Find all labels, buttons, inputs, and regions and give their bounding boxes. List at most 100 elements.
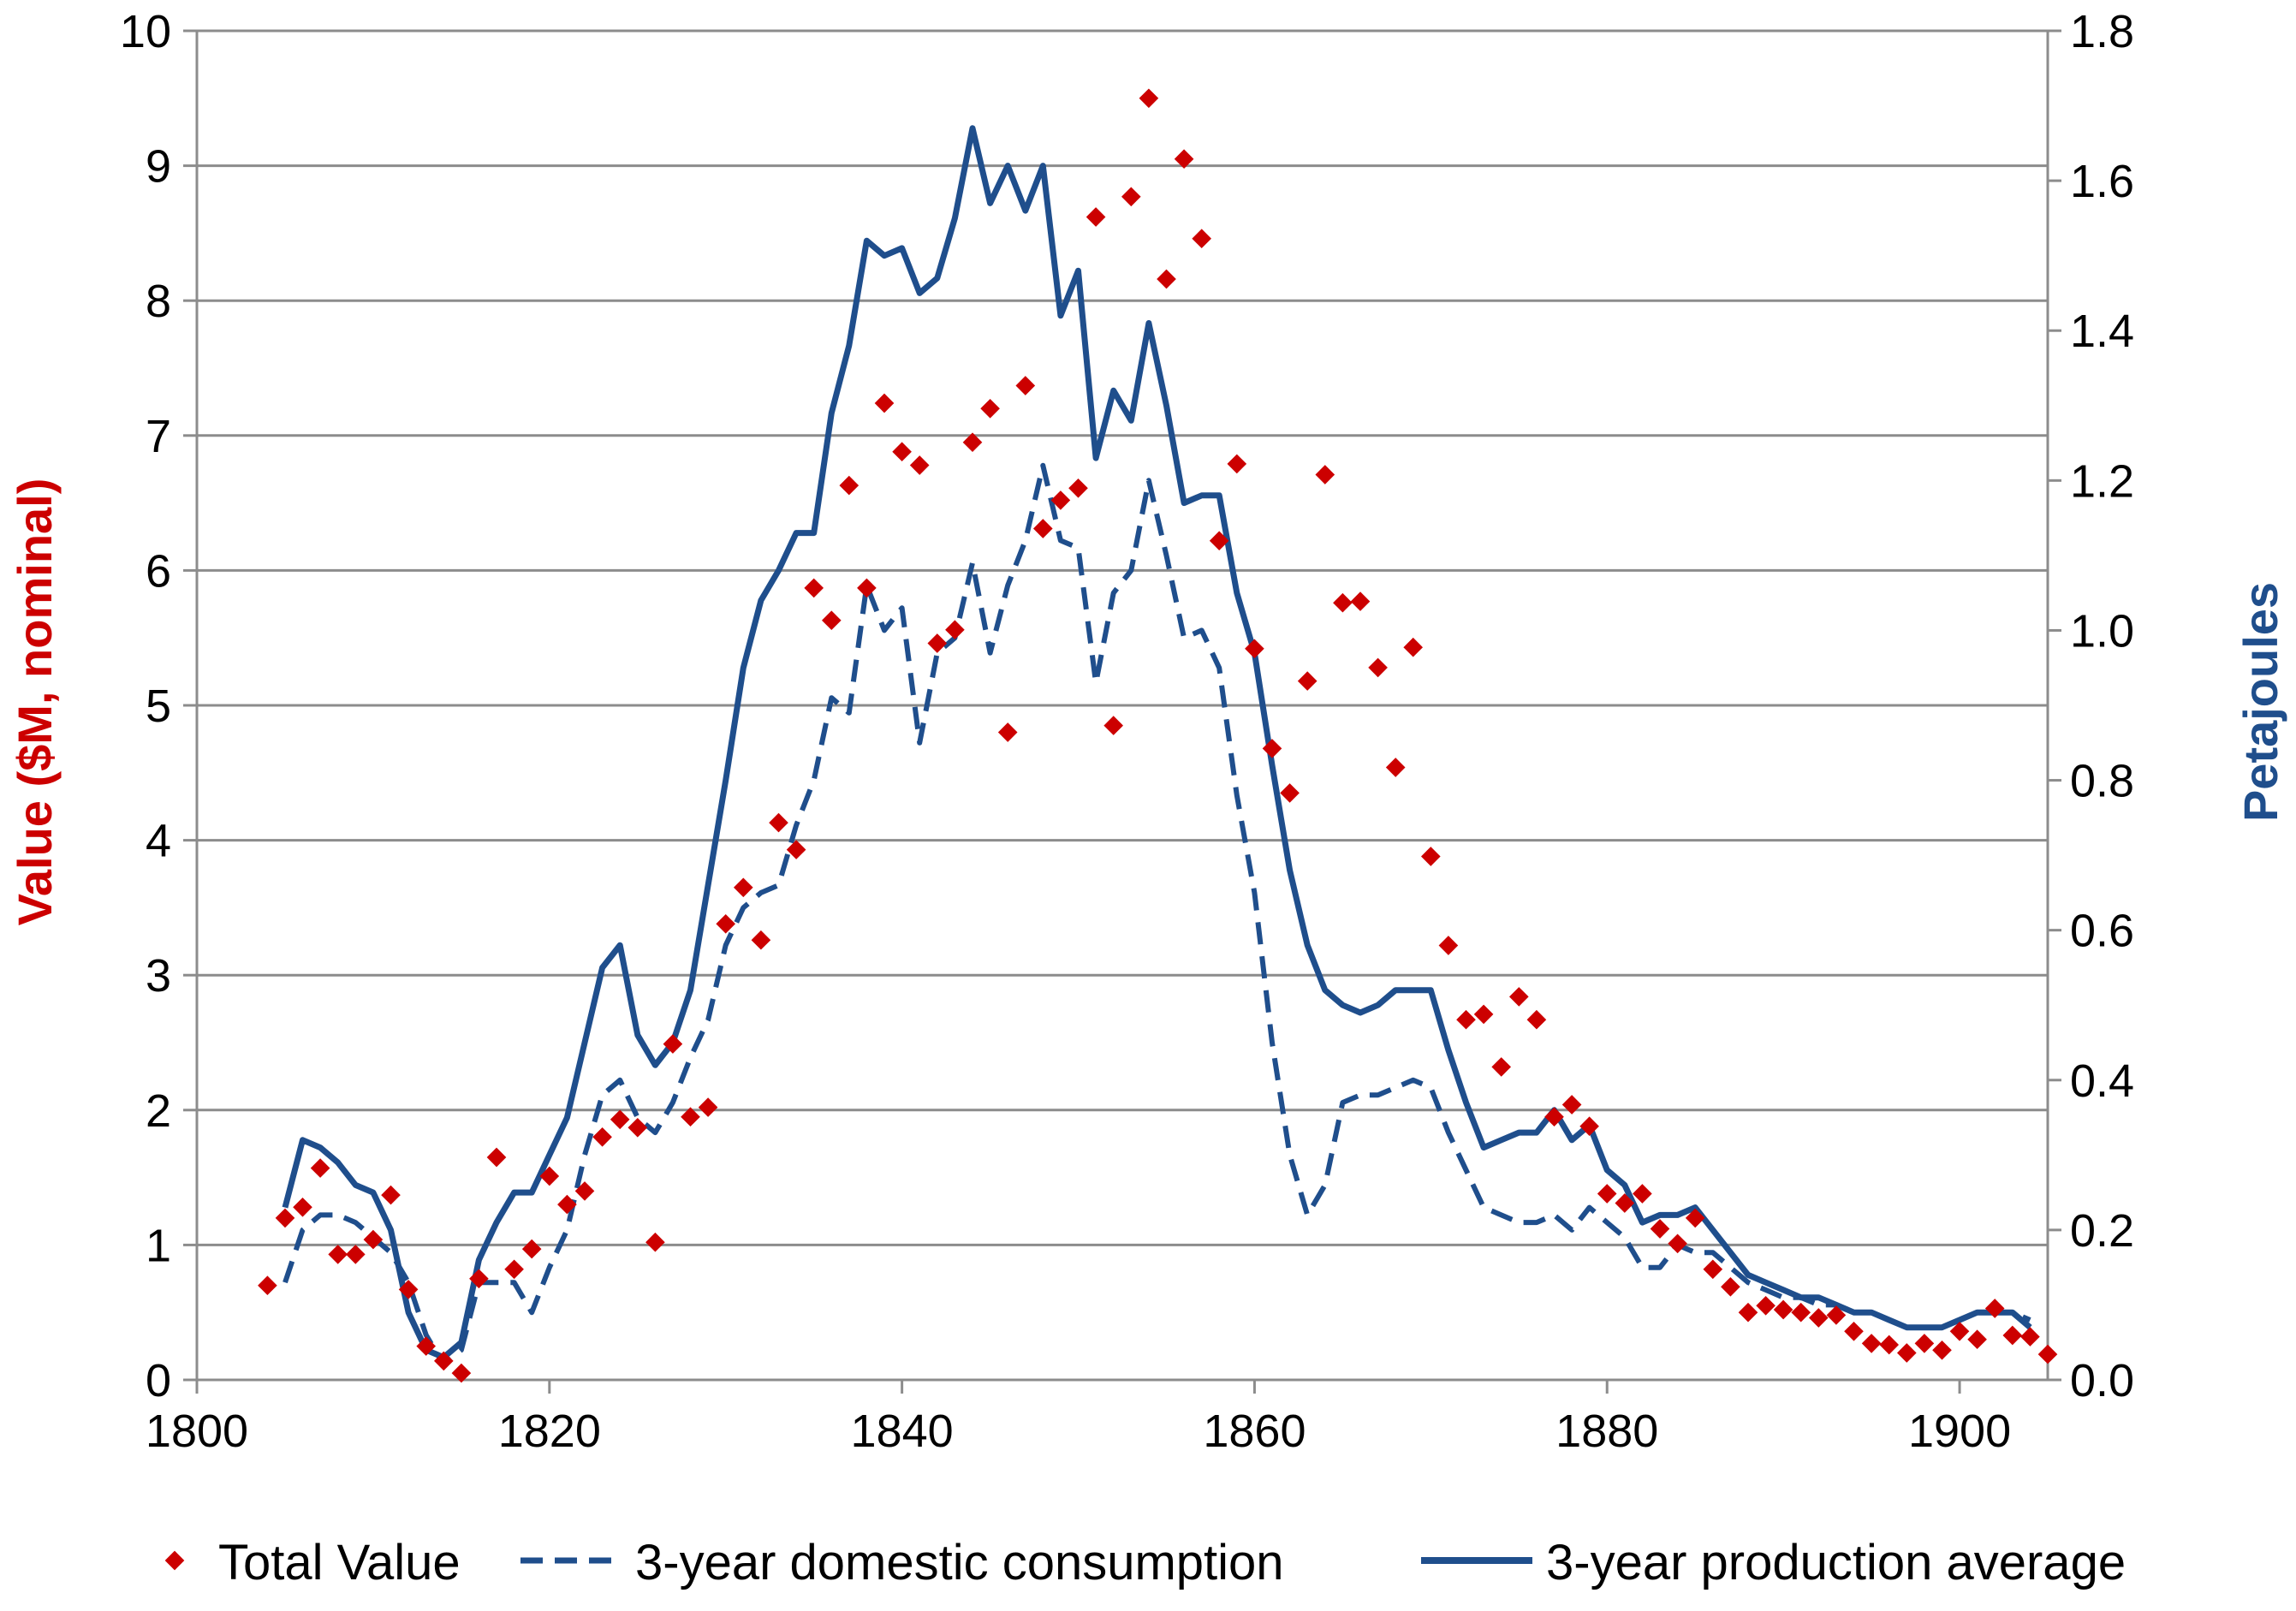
total-value-point xyxy=(663,1034,683,1054)
total-value-point xyxy=(1949,1321,1970,1341)
total-value-point xyxy=(1438,936,1459,955)
total-value-point xyxy=(1508,987,1529,1007)
total-value-point xyxy=(1350,591,1371,611)
total-value-point xyxy=(1791,1302,1811,1323)
total-value-point xyxy=(1297,671,1318,691)
gridlines xyxy=(197,29,2048,1246)
total-value-point xyxy=(1262,739,1282,758)
total-value-point xyxy=(293,1197,312,1217)
right-tick-label: 0.2 xyxy=(2070,1205,2134,1257)
right-tick-label: 1.0 xyxy=(2070,605,2134,657)
total-value-point xyxy=(398,1280,419,1299)
left-tick-label: 8 xyxy=(146,276,171,327)
total-value-point xyxy=(962,432,983,453)
total-value-point xyxy=(416,1336,437,1356)
total-value-point xyxy=(1315,465,1335,484)
left-tick-label: 9 xyxy=(146,141,171,193)
total-value-point xyxy=(1879,1335,1900,1355)
legend-label-consumption: 3-year domestic consumption xyxy=(635,1535,1284,1590)
total-value-point xyxy=(980,398,1000,419)
total-value-point xyxy=(874,393,895,413)
total-value-point xyxy=(716,913,736,934)
total-value-point xyxy=(1914,1334,1935,1353)
total-value-point xyxy=(258,1275,277,1296)
series-layer xyxy=(258,88,2058,1383)
total-value-point xyxy=(1773,1299,1793,1320)
left-tick-label: 1 xyxy=(146,1220,171,1271)
left-tick-label: 10 xyxy=(120,6,171,57)
total-value-point xyxy=(1139,88,1159,109)
total-value-point xyxy=(1068,478,1088,498)
left-tick-label: 0 xyxy=(146,1355,171,1406)
total-value-point xyxy=(769,812,788,833)
total-value-point xyxy=(2037,1344,2058,1364)
total-value-point xyxy=(645,1232,665,1252)
total-value-point xyxy=(733,877,753,898)
total-value-point xyxy=(2020,1327,2040,1346)
total-value-point xyxy=(1227,454,1247,474)
total-value-point xyxy=(1826,1305,1847,1325)
total-value-point xyxy=(1544,1107,1564,1127)
total-value-point xyxy=(1703,1259,1723,1280)
total-value-point xyxy=(1368,657,1388,678)
total-value-point xyxy=(1015,376,1036,395)
right-axis-title: Petajoules xyxy=(2234,582,2287,822)
total-value-point xyxy=(574,1181,595,1201)
total-value-point xyxy=(539,1166,560,1186)
x-tick-label: 1860 xyxy=(1203,1406,1306,1457)
total-value-point xyxy=(997,722,1018,742)
total-value-point xyxy=(363,1229,384,1250)
total-value-point xyxy=(1932,1340,1952,1360)
total-value-point xyxy=(2002,1325,2023,1346)
total-value-point xyxy=(821,610,842,631)
total-value-point xyxy=(592,1127,612,1147)
right-tick-label: 0.4 xyxy=(2070,1055,2134,1107)
total-value-point xyxy=(1967,1329,1987,1350)
left-tick-label: 7 xyxy=(146,411,171,462)
total-value-point xyxy=(1157,269,1176,289)
total-value-point xyxy=(381,1185,401,1205)
total-value-point xyxy=(1685,1208,1705,1228)
total-value-point xyxy=(1103,716,1124,735)
x-tick-label: 1840 xyxy=(851,1406,954,1457)
left-tick-label: 6 xyxy=(146,545,171,597)
total-value-point xyxy=(521,1239,542,1259)
total-value-point xyxy=(1245,639,1264,659)
left-tick-label: 4 xyxy=(146,816,171,867)
total-value-point xyxy=(839,475,860,496)
total-value-point xyxy=(1403,637,1424,657)
x-tick-label: 1900 xyxy=(1908,1406,2011,1457)
total-value-point xyxy=(1333,592,1353,613)
legend-label-total-value: Total Value xyxy=(218,1535,461,1590)
total-value-point xyxy=(751,930,771,950)
total-value-point xyxy=(610,1109,630,1130)
total-value-point xyxy=(504,1259,524,1280)
total-value-point xyxy=(1385,758,1406,777)
legend-label-production: 3-year production average xyxy=(1546,1535,2126,1590)
total-value-point xyxy=(275,1208,295,1228)
total-value-point xyxy=(469,1269,489,1289)
x-tick-label: 1800 xyxy=(146,1406,248,1457)
total-value-point xyxy=(1420,847,1441,866)
total-value-point xyxy=(786,840,806,859)
total-value-point xyxy=(1491,1057,1512,1077)
total-value-point xyxy=(1192,229,1212,249)
x-tick-label: 1820 xyxy=(498,1406,601,1457)
total-value-point xyxy=(1808,1308,1829,1328)
left-axis-title: Value ($M, nominal) xyxy=(8,479,62,926)
total-value-point xyxy=(1579,1116,1599,1137)
right-tick-label: 1.2 xyxy=(2070,455,2134,507)
left-tick-label: 5 xyxy=(146,681,171,732)
total-value-point xyxy=(1738,1302,1758,1323)
left-axis-ticks: 0 1 2 3 4 5 6 7 8 9 10 xyxy=(120,6,171,1406)
total-value-point xyxy=(1984,1299,2005,1318)
right-tick-label: 0.6 xyxy=(2070,906,2134,957)
total-value-point xyxy=(681,1107,700,1127)
total-value-point xyxy=(1526,1009,1547,1030)
series-line-production xyxy=(282,125,2032,1361)
total-value-point xyxy=(804,578,824,598)
total-value-point xyxy=(1844,1321,1864,1341)
legend-item-consumption: 3-year domestic consumption xyxy=(520,1535,1284,1590)
